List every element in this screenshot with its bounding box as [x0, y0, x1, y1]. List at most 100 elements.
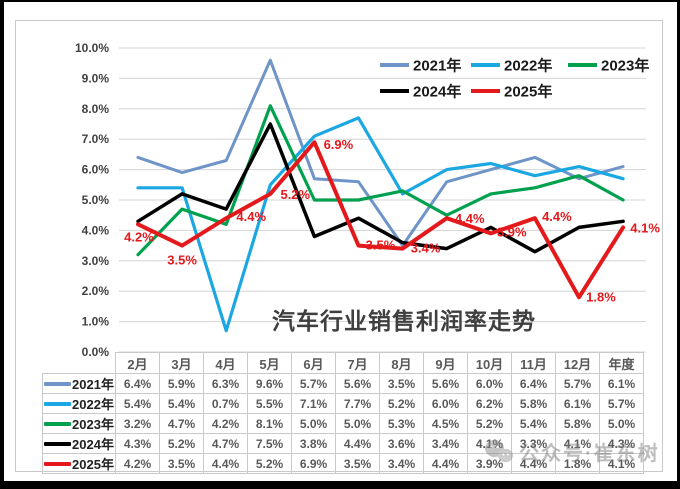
month-header: 5月 [247, 352, 292, 374]
table-cell: 4.4% [203, 453, 248, 474]
table-cell: 5.0% [291, 413, 336, 434]
table-cell: 4.5% [423, 413, 468, 434]
data-label: 3.9% [497, 224, 527, 239]
series-year-label: 2025年 [72, 457, 114, 472]
series-line-swatch [44, 401, 72, 406]
table-cell: 4.1% [599, 453, 644, 474]
table-cell: 4.7% [203, 433, 248, 454]
table-cell: 6.4% [511, 373, 556, 394]
series-row-header: 2025年 [42, 453, 116, 474]
table-cell: 4.2% [203, 413, 248, 434]
data-label: 4.4% [455, 211, 485, 226]
data-label: 3.5% [167, 253, 197, 268]
legend-label: 2021年 [413, 57, 461, 75]
data-label: 6.9% [324, 137, 354, 152]
table-row: 2024年 4.3% 5.2% 4.7% 7.5% 3.8% 4.4% 3.6% 3.4% 4.1… [42, 433, 644, 454]
series-year-label: 2023年 [72, 417, 114, 432]
month-header: 年度 [599, 352, 644, 374]
table-cell: 3.6% [379, 433, 424, 454]
data-label: 5.2% [280, 187, 310, 202]
table-cell: 7.1% [291, 393, 336, 414]
table-cell: 6.2% [467, 393, 512, 414]
y-axis-tick-label: 6.0% [82, 163, 110, 177]
data-table: 2月 3月 4月 5月 6月 7月 8月 9月 10月 11月 12月 年度 2021年 6.4% 5.9%… [42, 352, 644, 474]
table-cell: 5.6% [423, 373, 468, 394]
table-cell: 5.0% [335, 413, 380, 434]
data-label: 4.2% [124, 229, 154, 244]
table-cell: 9.6% [247, 373, 292, 394]
table-cell: 5.7% [555, 373, 600, 394]
chart-plot-area: 10.0% 9.0% 8.0% 7.0% 6.0% 5.0% 4.0% 3.0% 2.0% 1.0… [75, 41, 660, 359]
data-label: 1.8% [586, 289, 616, 304]
legend-label: 2022年 [504, 57, 552, 75]
series-year-label: 2021年 [72, 377, 114, 392]
legend-label: 2025年 [504, 83, 552, 101]
table-cell: 6.9% [291, 453, 336, 474]
table-cell: 4.4% [335, 433, 380, 454]
table-row: 2025年 4.2% 3.5% 4.4% 5.2% 6.9% 3.5% 3.4% 4.4% 3.9… [42, 453, 644, 474]
y-axis-tick-label: 7.0% [82, 132, 110, 146]
table-cell: 7.7% [335, 393, 380, 414]
table-cell: 1.8% [555, 453, 600, 474]
y-axis-tick-label: 4.0% [82, 223, 110, 237]
data-label: 3.5% [366, 238, 396, 253]
profit-trend-chart: 10.0% 9.0% 8.0% 7.0% 6.0% 5.0% 4.0% 3.0% 2.0% 1.0… [15, 20, 663, 474]
table-cell: 5.4% [115, 393, 160, 414]
series-line-2024 [136, 122, 625, 254]
table-cell: 4.3% [115, 433, 160, 454]
legend-item-2022: 2022年 [471, 57, 552, 75]
table-cell: 6.3% [203, 373, 248, 394]
y-axis-tick-label: 5.0% [82, 193, 110, 207]
table-cell: 3.3% [511, 433, 556, 454]
table-cell: 6.1% [599, 373, 644, 394]
month-header: 3月 [159, 352, 204, 374]
series-row-header: 2024年 [42, 433, 116, 454]
table-cell: 5.8% [555, 413, 600, 434]
table-cell: 5.4% [511, 413, 556, 434]
month-header: 12月 [555, 352, 600, 374]
data-label: 4.4% [236, 209, 266, 224]
y-axis-tick-label: 2.0% [82, 284, 110, 298]
table-cell: 4.2% [115, 453, 160, 474]
table-cell: 6.1% [555, 393, 600, 414]
table-cell: 5.2% [159, 433, 204, 454]
month-header: 10月 [467, 352, 512, 374]
y-axis-tick-label: 9.0% [82, 71, 110, 85]
legend-item-2023: 2023年 [568, 57, 649, 75]
month-header: 8月 [379, 352, 424, 374]
table-cell: 5.2% [247, 453, 292, 474]
series-line-swatch [44, 421, 72, 426]
table-cell: 3.5% [335, 453, 380, 474]
y-axis-tick-label: 3.0% [82, 254, 110, 268]
table-cell: 3.9% [467, 453, 512, 474]
table-cell: 4.4% [511, 453, 556, 474]
table-cell: 5.3% [379, 413, 424, 434]
series-year-label: 2022年 [72, 397, 114, 412]
month-header: 7月 [335, 352, 380, 374]
series-row-header: 2022年 [42, 393, 116, 414]
table-cell: 5.7% [291, 373, 336, 394]
table-cell: 3.5% [159, 453, 204, 474]
data-label: 4.1% [630, 220, 660, 235]
legend-label: 2023年 [601, 57, 649, 75]
y-axis-tick-label: 8.0% [82, 102, 110, 116]
table-row: 2021年 6.4% 5.9% 6.3% 9.6% 5.7% 5.6% 3.5% 5.6% 6.0… [42, 373, 644, 394]
table-cell: 5.2% [467, 413, 512, 434]
legend-item-2024: 2024年 [380, 83, 461, 101]
table-row: 2023年 3.2% 4.7% 4.2% 8.1% 5.0% 5.0% 5.3% 4.5% 5.2… [42, 413, 644, 434]
series-line-2025 [136, 140, 626, 300]
data-label: 3.4% [411, 241, 441, 256]
table-cell: 3.8% [291, 433, 336, 454]
series-line-2023 [136, 104, 625, 257]
series-row-header: 2021年 [42, 373, 116, 394]
table-cell: 3.5% [379, 373, 424, 394]
table-cell: 0.7% [203, 393, 248, 414]
table-row: 2022年 5.4% 5.4% 0.7% 5.5% 7.1% 7.7% 5.2% 6.0% 6.2… [42, 393, 644, 414]
table-cell: 6.0% [423, 393, 468, 414]
series-line-2022 [136, 116, 625, 333]
series-line-swatch [44, 461, 72, 466]
table-cell: 5.2% [379, 393, 424, 414]
month-header: 6月 [291, 352, 336, 374]
table-cell: 8.1% [247, 413, 292, 434]
